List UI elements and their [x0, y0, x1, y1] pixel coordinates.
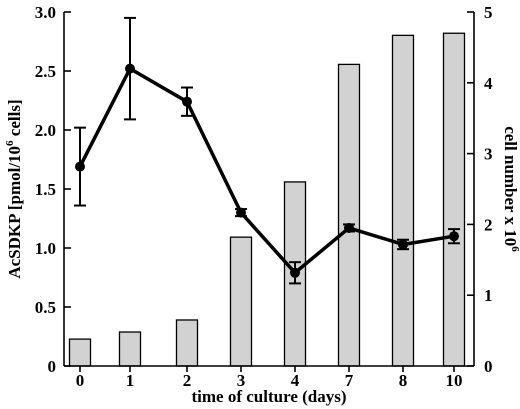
bar-1 — [118, 331, 142, 367]
bar-3 — [229, 236, 253, 367]
left-tick-label: 0.5 — [35, 298, 56, 317]
acsdkp-line — [78, 66, 455, 275]
x-axis-title: time of culture (days) — [191, 387, 346, 406]
x-tick-label: 10 — [446, 371, 463, 390]
left-tick-label: 3.0 — [35, 3, 56, 22]
bar-10 — [442, 32, 466, 367]
point-4 — [290, 267, 300, 278]
x-ticks: 0 1 2 3 4 7 8 10 — [76, 366, 463, 390]
x-tick-label: 1 — [126, 371, 135, 390]
point-0 — [75, 161, 85, 172]
right-tick-label: 3 — [484, 145, 493, 164]
point-7 — [344, 222, 354, 233]
right-tick-label: 5 — [484, 3, 493, 22]
bar-series — [68, 32, 466, 367]
bar-0 — [68, 338, 92, 367]
right-y-ticks: 0 1 2 3 4 5 — [467, 3, 493, 376]
point-3 — [236, 207, 246, 218]
right-tick-label: 0 — [484, 357, 493, 376]
left-tick-label: 1.5 — [35, 180, 56, 199]
right-y-axis-title-sup: 6 — [509, 246, 520, 252]
left-tick-label: 0 — [48, 357, 57, 376]
x-tick-label: 0 — [76, 371, 85, 390]
right-tick-label: 4 — [484, 74, 493, 93]
right-y-axis-title-main: cell number x 10 — [501, 126, 520, 246]
point-10 — [449, 231, 459, 242]
left-y-axis-title-end: cells] — [5, 99, 24, 140]
left-tick-label: 2.0 — [35, 121, 56, 140]
point-2 — [182, 96, 192, 107]
x-tick-label: 7 — [345, 371, 354, 390]
bar-8 — [391, 34, 415, 367]
point-8 — [398, 239, 408, 250]
point-1 — [125, 63, 135, 74]
left-y-ticks: 0 0.5 1.0 1.5 2.0 2.5 3.0 — [35, 3, 71, 376]
bar-2 — [175, 319, 199, 367]
x-tick-label: 3 — [237, 371, 246, 390]
line-markers — [75, 63, 459, 278]
right-tick-label: 1 — [484, 286, 493, 305]
left-tick-label: 1.0 — [35, 239, 56, 258]
right-tick-label: 2 — [484, 215, 493, 234]
x-tick-label: 4 — [291, 371, 300, 390]
left-tick-label: 2.5 — [35, 62, 56, 81]
x-tick-label: 8 — [399, 371, 408, 390]
bar-7 — [337, 63, 361, 367]
right-y-axis-title: cell number x 106 — [501, 126, 520, 252]
left-y-axis-title: AcSDKP [pmol/106 cells] — [4, 99, 24, 278]
left-y-axis-title-main: AcSDKP [pmol/10 — [5, 146, 24, 279]
left-y-axis-title-sup: 6 — [4, 140, 16, 146]
x-tick-label: 2 — [183, 371, 192, 390]
